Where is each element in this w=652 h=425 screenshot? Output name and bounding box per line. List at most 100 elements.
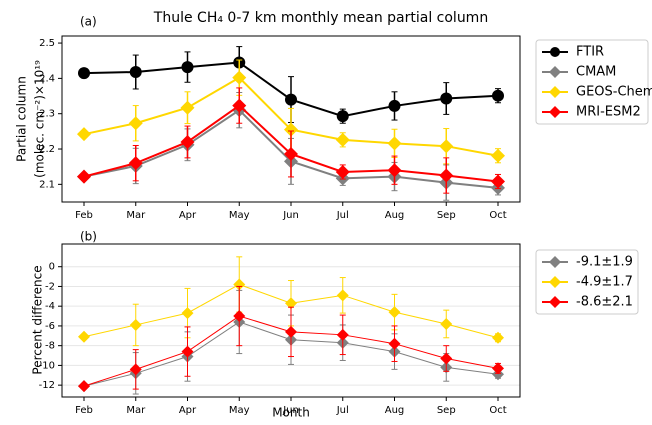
y-tick-label: -10 xyxy=(39,360,55,371)
marker xyxy=(181,345,194,358)
marker xyxy=(180,100,195,115)
marker xyxy=(388,306,401,319)
legend xyxy=(535,39,649,125)
marker xyxy=(129,66,142,79)
y-tick-label: -6 xyxy=(45,321,55,332)
legend-label: -8.6±2.1 xyxy=(576,295,633,310)
marker xyxy=(233,278,246,291)
x-tick-label: Feb xyxy=(75,210,93,221)
marker xyxy=(285,325,297,338)
marker xyxy=(285,297,297,310)
legend-label: -4.9±1.7 xyxy=(576,275,633,290)
y-tick-label: -4 xyxy=(45,301,55,312)
y-tick-label: -12 xyxy=(39,380,55,391)
x-tick-label: Feb xyxy=(75,405,93,416)
legend-marker xyxy=(549,106,561,118)
y-tick-label: -8 xyxy=(45,341,55,352)
legend-label: MRI-ESM2 xyxy=(576,105,641,120)
marker xyxy=(491,174,505,189)
x-tick-label: Mar xyxy=(126,405,146,416)
legend-marker xyxy=(549,86,561,98)
legend-marker xyxy=(549,66,561,78)
x-axis-label: Month xyxy=(272,406,310,420)
x-tick-label: Aug xyxy=(385,405,405,416)
legend-marker xyxy=(549,256,561,268)
x-tick-label: Jul xyxy=(336,405,349,416)
legend-label: -9.1±1.9 xyxy=(576,255,633,270)
x-tick-label: Jun xyxy=(282,210,299,221)
marker xyxy=(491,148,505,163)
marker xyxy=(77,127,91,142)
legend-marker xyxy=(549,296,561,308)
x-tick-label: May xyxy=(229,210,250,221)
marker xyxy=(129,363,142,376)
marker xyxy=(335,132,350,147)
marker xyxy=(492,331,504,344)
marker xyxy=(128,116,143,131)
marker xyxy=(336,328,349,341)
marker xyxy=(78,380,90,393)
plot-frame xyxy=(61,35,521,203)
x-tick-label: Jul xyxy=(336,210,349,221)
marker xyxy=(336,110,349,123)
plot-frame xyxy=(61,243,521,398)
marker xyxy=(77,169,91,184)
marker xyxy=(232,70,247,85)
marker xyxy=(180,134,195,149)
y-axis-label: (molec. cm⁻²)×10¹⁹ xyxy=(33,60,47,178)
panel-label: (a) xyxy=(80,15,97,29)
y-tick-label: 2.1 xyxy=(39,179,55,190)
marker xyxy=(387,163,402,178)
x-tick-label: Mar xyxy=(126,210,146,221)
marker xyxy=(492,362,504,375)
legend-label: CMAM xyxy=(576,65,616,80)
y-axis-label: Partial column xyxy=(15,76,29,162)
x-tick-label: Sep xyxy=(437,405,456,416)
chart-title: Thule CH₄ 0-7 km monthly mean partial co… xyxy=(153,10,488,26)
y-tick-label: -2 xyxy=(45,281,55,292)
marker xyxy=(284,146,298,161)
y-tick-label: 0 xyxy=(49,262,55,273)
y-tick-label: 2.3 xyxy=(39,109,55,120)
x-tick-label: Jun xyxy=(282,405,299,416)
marker xyxy=(388,337,401,350)
x-tick-label: Apr xyxy=(179,210,197,221)
marker xyxy=(181,61,194,74)
marker xyxy=(439,139,454,154)
x-tick-label: Sep xyxy=(437,210,456,221)
marker xyxy=(387,136,402,151)
y-axis-label: Percent difference xyxy=(31,265,45,374)
marker xyxy=(284,122,298,137)
marker xyxy=(78,330,90,343)
marker xyxy=(181,307,194,320)
marker xyxy=(232,98,247,113)
marker xyxy=(78,67,90,80)
marker xyxy=(492,89,504,102)
x-tick-label: Oct xyxy=(489,405,506,416)
marker xyxy=(440,317,453,330)
marker xyxy=(336,289,349,302)
x-tick-label: May xyxy=(229,405,250,416)
y-tick-label: 2.4 xyxy=(39,73,55,84)
marker xyxy=(285,93,297,106)
marker xyxy=(440,352,453,365)
y-tick-label: 2.5 xyxy=(39,38,55,49)
legend-label: FTIR xyxy=(576,45,604,60)
marker xyxy=(233,310,246,323)
marker xyxy=(128,156,143,171)
marker xyxy=(388,99,401,112)
legend-marker xyxy=(550,47,560,57)
legend xyxy=(535,249,639,315)
marker xyxy=(335,164,350,179)
marker xyxy=(129,318,142,331)
y-tick-label: 2.2 xyxy=(39,144,55,155)
x-tick-label: Apr xyxy=(179,405,197,416)
legend-marker xyxy=(549,276,561,288)
panel-label: (b) xyxy=(80,230,97,244)
x-tick-label: Aug xyxy=(385,210,405,221)
legend-label: GEOS-Chem xyxy=(576,85,652,100)
marker xyxy=(440,92,453,105)
marker xyxy=(439,168,454,183)
x-tick-label: Oct xyxy=(489,210,506,221)
